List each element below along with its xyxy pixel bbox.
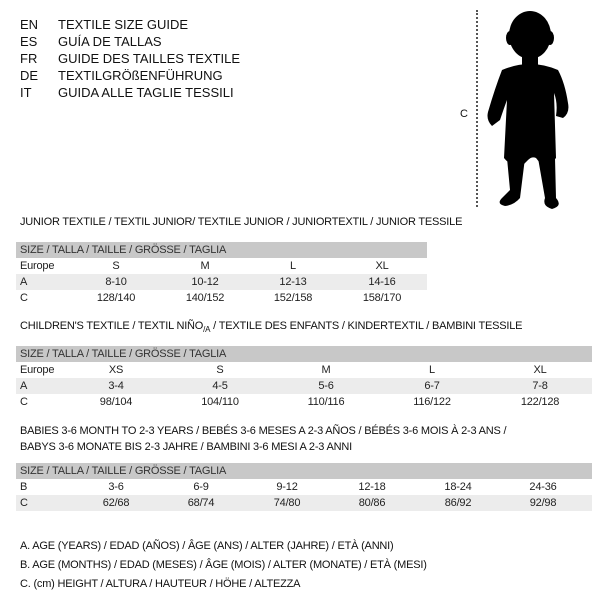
children-section-title: CHILDREN'S TEXTILE / TEXTIL NIÑO/A / TEX… — [20, 320, 523, 335]
legend-item-b: B. AGE (MONTHS) / EDAD (MESES) / ÂGE (MO… — [20, 559, 427, 571]
language-titles: EN TEXTILE SIZE GUIDE ES GUÍA DE TALLAS FR… — [20, 16, 240, 101]
legend-item-a: A. AGE (YEARS) / EDAD (AÑOS) / ÂGE (ANS)… — [20, 540, 394, 552]
table-row: C 62/68 68/74 74/80 80/86 86/92 92/98 — [16, 495, 592, 511]
legend-item-c: C. (cm) HEIGHT / ALTURA / HAUTEUR / HÖHE… — [20, 578, 301, 590]
lang-de: DE TEXTILGRÖßENFÜHRUNG — [20, 68, 223, 83]
lang-fr: FR GUIDE DES TAILLES TEXTILE — [20, 51, 241, 66]
babies-section-title-line1: BABIES 3-6 MONTH TO 2-3 YEARS / BEBÉS 3-… — [20, 425, 507, 437]
table-header: SIZE / TALLA / TAILLE / GRÖSSE / TAGLIA — [16, 346, 592, 362]
table-header: SIZE / TALLA / TAILLE / GRÖSSE / TAGLIA — [16, 242, 427, 258]
table-row: C 98/104 104/110 110/116 116/122 122/128 — [20, 396, 560, 408]
table-row: Europe XS S M L XL — [20, 364, 547, 376]
child-silhouette-icon — [487, 11, 569, 209]
table-row: B 3-6 6-9 9-12 12-18 18-24 24-36 — [20, 481, 557, 493]
lang-en: EN TEXTILE SIZE GUIDE — [20, 17, 189, 32]
junior-size-table: SIZE / TALLA / TAILLE / GRÖSSE / TAGLIA … — [16, 242, 427, 306]
table-row: A 3-4 4-5 5-6 6-7 7-8 — [16, 378, 592, 394]
lang-it: IT GUIDA ALLE TAGLIE TESSILI — [20, 85, 234, 100]
table-row: A 8-10 10-12 12-13 14-16 — [16, 274, 427, 290]
table-row: C 128/140 140/152 152/158 158/170 — [20, 292, 402, 304]
children-size-table: SIZE / TALLA / TAILLE / GRÖSSE / TAGLIA … — [16, 346, 592, 410]
legend: A. AGE (YEARS) / EDAD (AÑOS) / ÂGE (ANS)… — [20, 537, 427, 594]
table-row: Europe S M L XL — [20, 260, 389, 272]
babies-size-table: SIZE / TALLA / TAILLE / GRÖSSE / TAGLIA … — [16, 463, 592, 511]
lang-es: ES GUÍA DE TALLAS — [20, 34, 162, 49]
junior-section-title: JUNIOR TEXTILE / TEXTIL JUNIOR/ TEXTILE … — [20, 216, 463, 228]
table-header: SIZE / TALLA / TAILLE / GRÖSSE / TAGLIA — [16, 463, 592, 479]
babies-section-title-line2: BABYS 3-6 MONATE BIS 2-3 JAHRE / BAMBINI… — [20, 441, 352, 453]
height-measure-line — [476, 10, 478, 207]
height-measure-label: C — [460, 108, 468, 120]
